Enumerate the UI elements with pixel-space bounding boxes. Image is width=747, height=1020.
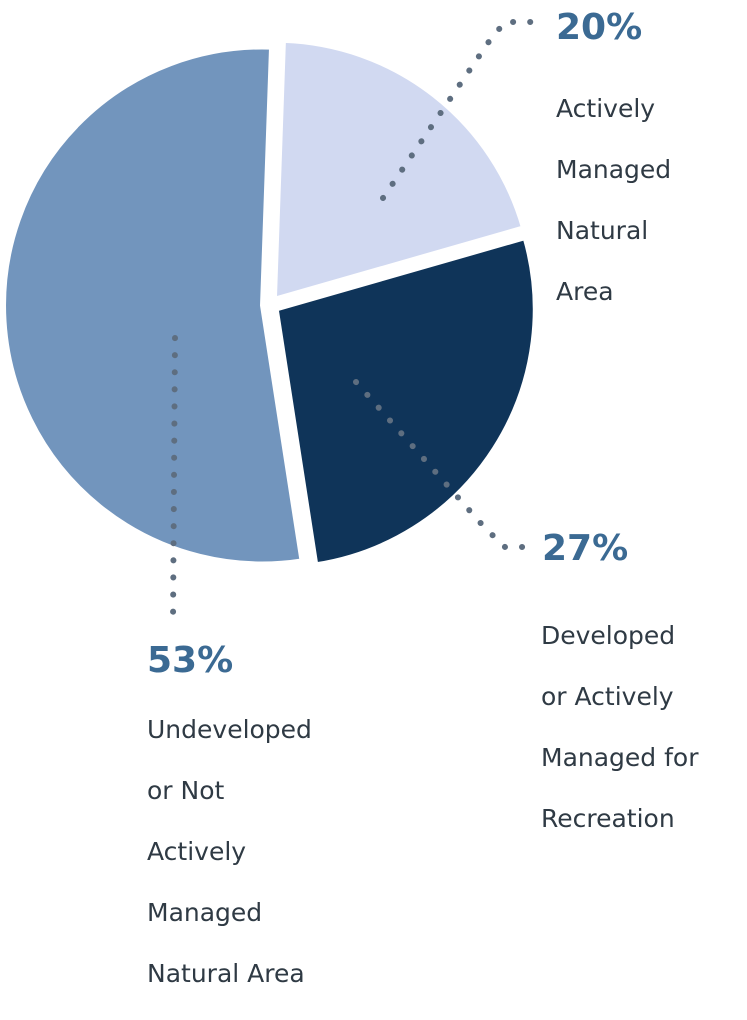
- slice-label-line: Managed: [147, 897, 263, 927]
- slice-label-line: or Actively: [541, 681, 674, 711]
- slice-label-line: Actively: [147, 836, 247, 866]
- leader-line-actively-managed: [380, 19, 539, 201]
- slice-label-text-developed-recreation: Developed or Actively Managed for Recrea…: [541, 590, 699, 865]
- slice-label-text-actively-managed: Actively Managed Natural Area: [556, 63, 671, 338]
- slice-label-line: Actively: [556, 93, 656, 123]
- slice-label-value-actively-managed: 20%: [556, 7, 643, 48]
- slice-label-line: Natural Area: [147, 958, 305, 988]
- pie-slice-undeveloped: [2, 45, 304, 566]
- slice-label-line: Undeveloped: [147, 714, 312, 744]
- pie-slice-actively-managed: [272, 38, 526, 302]
- pie-slice-developed-recreation: [274, 235, 537, 567]
- slice-label-text-undeveloped: Undeveloped or Not Actively Managed Natu…: [147, 684, 312, 1020]
- slice-label-line: Managed for: [541, 742, 699, 772]
- slice-label-line: Area: [556, 276, 614, 306]
- slice-label-line: Natural: [556, 215, 649, 245]
- slice-label-line: Recreation: [541, 803, 675, 833]
- leader-line-undeveloped: [170, 335, 178, 625]
- slice-label-value-undeveloped: 53%: [147, 640, 234, 681]
- slice-label-line: Managed: [556, 154, 672, 184]
- slice-label-line: Developed: [541, 620, 676, 650]
- slice-label-value-developed-recreation: 27%: [542, 528, 629, 569]
- slice-label-line: or Not: [147, 775, 225, 805]
- pie-chart: [2, 19, 539, 625]
